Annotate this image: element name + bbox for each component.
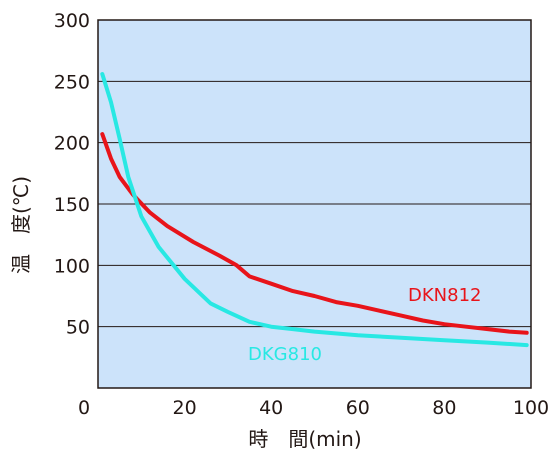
series-line-dkn812	[100, 132, 529, 335]
x-tick-label: 60	[346, 397, 370, 419]
y-tick-label: 200	[54, 133, 90, 155]
x-tick-label: 100	[513, 397, 549, 419]
x-tick-label: 20	[173, 397, 197, 419]
series-line-dkg810	[100, 72, 529, 348]
y-axis-title: 温 度(℃)	[9, 176, 33, 274]
x-axis-ticks: 0 20 40 60 80 100	[78, 397, 549, 419]
y-tick-label: 50	[66, 317, 90, 339]
y-tick-label: 150	[54, 194, 90, 216]
plot-frame	[97, 19, 532, 389]
x-tick-label: 0	[78, 397, 90, 419]
series-labels: DKN812 DKG810	[248, 285, 482, 365]
x-axis-title: 時 間(min)	[248, 427, 361, 451]
y-axis-ticks: 50 100 150 200 250 300	[54, 10, 90, 339]
y-tick-label: 250	[54, 71, 90, 93]
x-tick-label: 40	[259, 397, 283, 419]
y-tick-label: 100	[54, 255, 90, 277]
y-tick-label: 300	[54, 10, 90, 32]
series-label-dkn812: DKN812	[408, 285, 482, 306]
x-tick-label: 80	[432, 397, 456, 419]
series-label-dkg810: DKG810	[248, 344, 322, 365]
series-lines	[100, 72, 529, 348]
